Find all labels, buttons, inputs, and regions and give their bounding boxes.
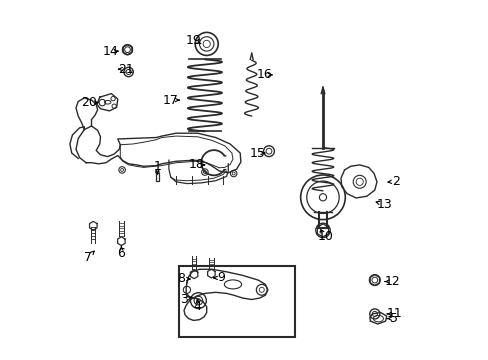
Bar: [179, 266, 294, 337]
Bar: [156, 173, 159, 181]
Text: 14: 14: [102, 45, 118, 58]
Text: 12: 12: [384, 275, 399, 288]
Text: 19: 19: [185, 34, 201, 47]
Text: 16: 16: [256, 68, 272, 81]
Text: 20: 20: [81, 96, 97, 109]
Text: 3: 3: [180, 293, 187, 306]
Text: 10: 10: [317, 230, 332, 243]
Text: 4: 4: [193, 300, 201, 313]
Text: 17: 17: [163, 94, 179, 107]
Text: 2: 2: [391, 175, 399, 188]
Text: 5: 5: [389, 312, 397, 325]
Text: 9: 9: [217, 271, 225, 284]
Text: 13: 13: [376, 198, 392, 211]
Text: 15: 15: [249, 147, 265, 159]
Text: 6: 6: [117, 247, 125, 260]
Text: 21: 21: [118, 63, 134, 76]
Text: 11: 11: [386, 307, 401, 320]
Text: 8: 8: [177, 273, 185, 285]
Text: 18: 18: [188, 158, 204, 171]
Text: 7: 7: [84, 251, 92, 264]
Text: 1: 1: [153, 160, 161, 173]
